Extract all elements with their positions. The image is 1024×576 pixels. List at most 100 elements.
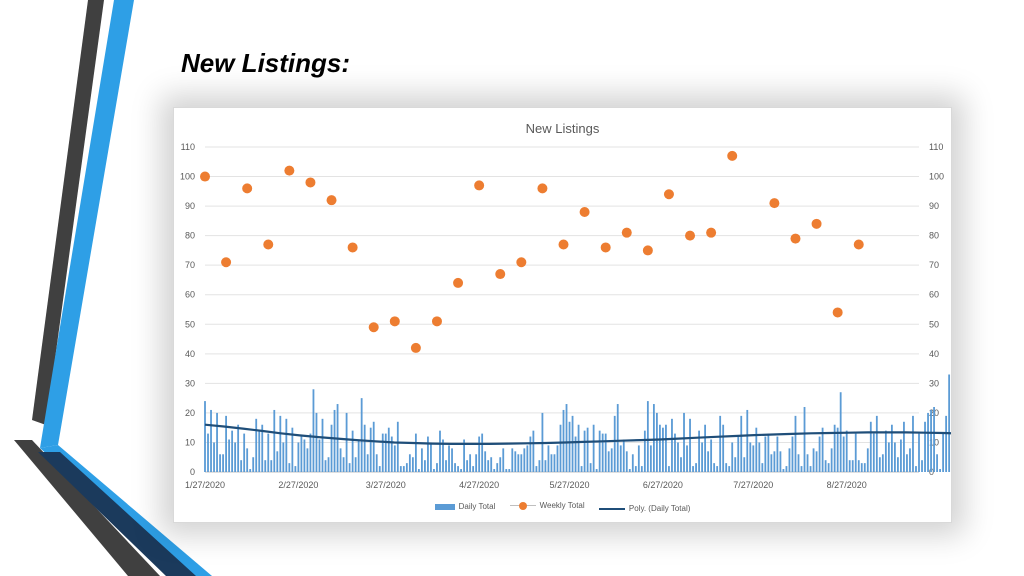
- daily-total-bar: [890, 424, 893, 472]
- daily-total-bar: [231, 430, 234, 472]
- daily-total-bar: [339, 448, 342, 472]
- weekly-total-point: [389, 316, 400, 327]
- weekly-total-point: [410, 342, 421, 353]
- daily-total-bar: [665, 424, 667, 472]
- daily-total-bar: [294, 466, 297, 472]
- daily-total-bar: [442, 439, 444, 472]
- daily-total-bar: [360, 398, 363, 472]
- daily-total-bar: [881, 454, 884, 472]
- daily-total-bar: [577, 424, 580, 472]
- daily-total-bar: [758, 442, 761, 472]
- daily-total-bar: [649, 445, 652, 472]
- daily-total-bar: [683, 412, 685, 472]
- daily-total-bar: [439, 430, 441, 472]
- daily-total-bar: [387, 427, 390, 472]
- daily-total-bar: [595, 469, 598, 472]
- x-tick-label: 1/27/2020: [185, 480, 225, 490]
- daily-total-bar: [433, 469, 435, 472]
- daily-total-bar: [384, 433, 387, 472]
- daily-total-bar: [466, 460, 469, 472]
- daily-total-bar: [671, 418, 673, 472]
- daily-total-bar: [222, 454, 224, 472]
- daily-total-bar: [279, 415, 282, 472]
- weekly-total-point: [579, 207, 590, 217]
- daily-total-bar: [812, 448, 815, 472]
- daily-total-bar: [213, 442, 215, 472]
- daily-total-bar: [776, 436, 779, 472]
- weekly-total-point: [453, 277, 464, 288]
- daily-total-bar: [785, 466, 788, 472]
- daily-total-bar: [936, 454, 938, 472]
- daily-total-bar: [746, 409, 749, 472]
- daily-total-bar: [918, 433, 920, 472]
- daily-total-bar: [788, 448, 791, 472]
- daily-total-bar: [631, 454, 634, 472]
- daily-total-bar: [897, 457, 899, 472]
- daily-total-bar: [402, 466, 405, 472]
- daily-total-bar: [797, 454, 800, 472]
- daily-total-bar: [755, 427, 758, 472]
- y-tick-label-left: 20: [185, 408, 195, 418]
- daily-total-bar: [767, 433, 770, 472]
- daily-total-bar: [704, 424, 707, 472]
- daily-total-bar: [731, 442, 734, 472]
- daily-total-bar: [725, 463, 728, 472]
- daily-total-bar: [927, 412, 929, 472]
- daily-total-bar: [538, 460, 541, 472]
- daily-total-bar: [637, 445, 640, 472]
- daily-total-bar: [830, 448, 833, 472]
- daily-total-bar: [716, 466, 719, 472]
- daily-total-bar: [930, 409, 932, 472]
- weekly-total-point: [537, 183, 548, 194]
- daily-total-bar: [514, 451, 517, 472]
- daily-total-bar: [369, 427, 372, 472]
- daily-total-bar: [493, 469, 496, 472]
- daily-total-bar: [598, 430, 601, 472]
- daily-total-bar: [321, 418, 324, 472]
- daily-total-bar: [544, 460, 547, 472]
- daily-total-bar: [454, 463, 456, 472]
- weekly-total-point: [368, 322, 379, 333]
- daily-total-bar: [610, 448, 613, 472]
- daily-total-bar: [490, 457, 493, 472]
- daily-total-bar: [800, 466, 803, 472]
- x-tick-label: 5/27/2020: [550, 480, 590, 490]
- blue-stripe: [40, 0, 134, 448]
- weekly-total-point: [621, 227, 632, 238]
- daily-total-bar: [505, 469, 508, 472]
- weekly-total-point: [685, 230, 696, 241]
- daily-total-bar: [574, 436, 577, 472]
- legend-daily-total-label: Daily Total: [458, 502, 496, 511]
- daily-total-bar: [939, 469, 941, 472]
- daily-total-bar: [722, 424, 725, 472]
- daily-total-bar: [216, 412, 218, 472]
- daily-total-bar: [451, 448, 453, 472]
- daily-total-bar: [668, 466, 670, 472]
- daily-total-bar: [851, 460, 854, 472]
- daily-total-bar: [484, 451, 487, 472]
- daily-total-bar: [604, 433, 607, 472]
- daily-total-bar: [945, 415, 948, 472]
- weekly-total-point: [242, 183, 253, 194]
- daily-total-bar: [288, 463, 291, 472]
- daily-total-bar: [764, 436, 767, 472]
- y-tick-label-right: 50: [929, 319, 939, 329]
- daily-total-bar: [204, 401, 206, 472]
- daily-total-bar: [815, 451, 818, 472]
- daily-total-bar: [728, 466, 731, 472]
- daily-total-bar: [430, 442, 432, 472]
- daily-total-bar: [258, 430, 261, 472]
- daily-total-bar: [411, 457, 414, 472]
- weekly-total-point: [727, 150, 738, 161]
- daily-total-bar: [478, 436, 481, 472]
- daily-total-bar: [571, 415, 574, 472]
- daily-total-bar: [583, 430, 586, 472]
- daily-total-bar: [866, 448, 869, 472]
- daily-total-bar: [375, 454, 378, 472]
- daily-total-bar: [836, 427, 839, 472]
- x-tick-label: 4/27/2020: [459, 480, 499, 490]
- daily-total-bar: [472, 466, 475, 472]
- y-tick-label-left: 40: [185, 349, 195, 359]
- daily-total-bar: [463, 439, 465, 472]
- weekly-total-point: [305, 177, 316, 188]
